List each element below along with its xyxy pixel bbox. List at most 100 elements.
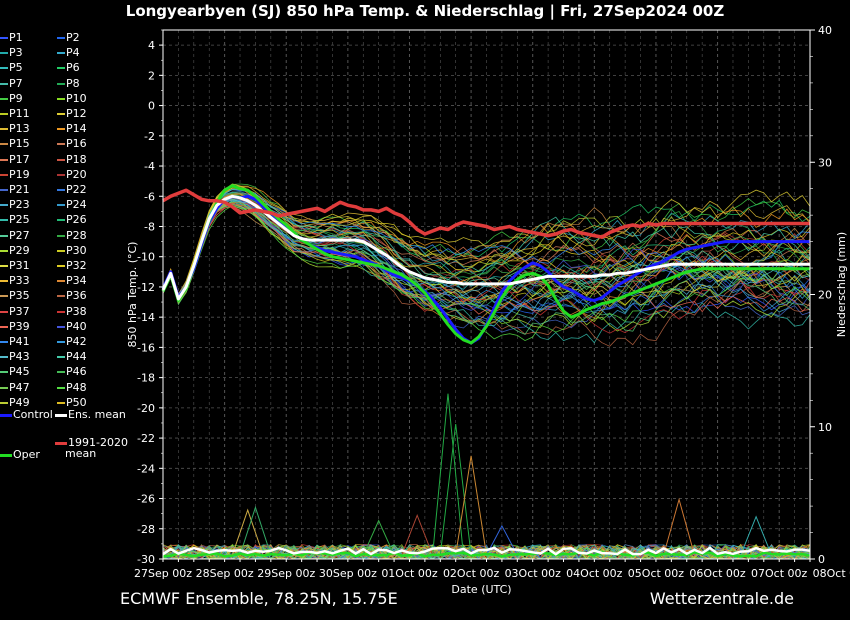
legend-label: P47 — [9, 380, 30, 394]
legend-label: P40 — [66, 319, 87, 333]
legend-item-p33: P33 — [0, 274, 30, 288]
legend-label: P8 — [66, 76, 80, 90]
legend-label: P5 — [9, 61, 23, 75]
legend-item-p42: P42 — [57, 335, 87, 349]
y-tick-label: -30 — [137, 553, 155, 566]
legend-swatch — [0, 453, 12, 457]
legend-swatch — [57, 280, 65, 283]
legend-swatch — [57, 386, 65, 389]
legend-item-p47: P47 — [0, 381, 30, 395]
legend-item-p28: P28 — [57, 229, 87, 243]
y-tick-label: -10 — [137, 251, 155, 264]
legend-swatch — [55, 441, 67, 445]
legend-item-p44: P44 — [57, 350, 87, 364]
legend-label: P27 — [9, 228, 30, 242]
legend-item-p29: P29 — [0, 244, 30, 258]
legend-item-p22: P22 — [57, 183, 87, 197]
legend-label: P25 — [9, 213, 30, 227]
x-tick-label: 05Oct 00z — [628, 567, 685, 580]
precip-peak — [401, 513, 434, 556]
legend-item-p24: P24 — [57, 198, 87, 212]
legend-item-p27: P27 — [0, 229, 30, 243]
y2-axis-label: Niederschlag (mm) — [835, 232, 848, 337]
precip-peak — [486, 524, 518, 556]
ensemble-member-line — [162, 202, 811, 310]
legend-swatch — [0, 341, 8, 343]
legend-label: P16 — [66, 137, 87, 151]
legend-item-p26: P26 — [57, 213, 87, 227]
legend-swatch — [57, 249, 65, 252]
legend-item-p3: P3 — [0, 46, 23, 60]
legend-item-p43: P43 — [0, 350, 30, 364]
legend-swatch — [0, 280, 8, 283]
ensemble-member-line — [162, 197, 811, 311]
legend-item-p2: P2 — [57, 31, 80, 45]
legend-label: P34 — [66, 274, 87, 288]
legend-swatch — [57, 265, 65, 267]
legend-item-p4: P4 — [57, 46, 80, 60]
legend-swatch — [0, 128, 8, 131]
legend-swatch — [0, 386, 8, 389]
y2-tick-label: 10 — [818, 421, 832, 434]
x-tick-label: 30Sep 00z — [319, 567, 377, 580]
legend-item-p36: P36 — [57, 289, 87, 303]
precip-peak — [663, 497, 695, 556]
legend-item-p23: P23 — [0, 198, 30, 212]
precip-peak — [239, 505, 272, 556]
ensemble-members — [162, 183, 811, 347]
legend-label: P50 — [66, 395, 87, 409]
legend-swatch — [57, 371, 65, 374]
y-tick-label: -24 — [137, 462, 155, 475]
legend-swatch — [57, 158, 65, 161]
legend-label: P14 — [66, 122, 87, 136]
y-tick-label: -18 — [137, 372, 155, 385]
x-tick-label: 02Oct 00z — [443, 567, 500, 580]
legend-swatch — [0, 401, 8, 404]
y-tick-label: -22 — [137, 432, 155, 445]
legend-swatch — [57, 341, 65, 343]
legend-swatch — [0, 295, 8, 298]
legend-label: P6 — [66, 61, 80, 75]
legend-swatch — [0, 413, 12, 417]
y-tick-label: 4 — [148, 39, 155, 52]
legend-swatch — [0, 173, 8, 176]
legend-label: P12 — [66, 107, 87, 120]
legend-swatch — [57, 67, 65, 70]
legend-item-p37: P37 — [0, 305, 30, 319]
legend-label: P48 — [66, 380, 87, 394]
legend-label: P7 — [9, 76, 23, 90]
legend-item-p1: P1 — [0, 31, 23, 45]
legend-swatch — [0, 52, 8, 55]
legend-label: P41 — [9, 335, 30, 348]
legend-swatch — [0, 325, 8, 328]
legend-item-p11: P11 — [0, 107, 30, 121]
legend-item-p38: P38 — [57, 305, 87, 319]
legend-swatch — [0, 219, 8, 222]
legend-item-p15: P15 — [0, 137, 30, 151]
legend-label: Oper — [13, 448, 40, 461]
legend-item-climate-mean: 1991-2020 — [55, 436, 128, 450]
legend-label: P46 — [66, 365, 87, 379]
y-tick-label: -16 — [137, 341, 155, 354]
legend-swatch — [0, 113, 8, 115]
precip-mean-line — [162, 546, 811, 556]
y-tick-label: -12 — [137, 281, 155, 294]
y2-tick-label: 0 — [818, 553, 825, 566]
legend-label: P43 — [9, 350, 30, 364]
legend-swatch — [0, 249, 8, 252]
y-tick-label: 0 — [148, 100, 155, 113]
legend-item-p10: P10 — [57, 92, 87, 106]
legend-label: P24 — [66, 198, 87, 212]
legend-item-p5: P5 — [0, 61, 23, 75]
legend-swatch — [57, 113, 65, 115]
precip-peak — [231, 508, 264, 556]
precip-peak — [455, 455, 487, 556]
legend-label: P29 — [9, 243, 30, 257]
x-tick-label: 01Oct 00z — [381, 567, 438, 580]
x-tick-label: 27Sep 00z — [134, 567, 192, 580]
x-tick-label: 06Oct 00z — [689, 567, 746, 580]
y-tick-label: -2 — [144, 130, 155, 143]
y2-tick-label: 40 — [818, 24, 832, 37]
legend-label: P30 — [66, 243, 87, 257]
